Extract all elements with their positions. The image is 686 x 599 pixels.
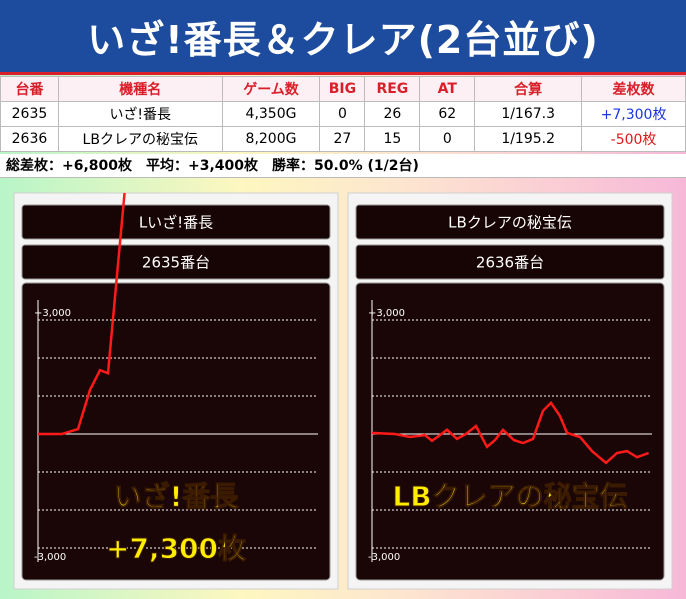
column-header: 台番 [0,76,59,102]
column-header: 差枚数 [581,76,686,102]
table-cell: +7,300枚 [581,101,686,127]
column-header: BIG [319,76,366,102]
table-cell: 26 [364,101,421,127]
header-row: 台番 機種名 ゲーム数 BIG REG AT 合算 差枚数 [0,76,686,102]
chart-title: LBクレアの秘宝伝 [448,214,572,232]
chart-title-bar [21,204,331,240]
annotation: +7,300枚 [106,532,246,565]
column-header: ゲーム数 [221,76,321,102]
table-cell: 27 [319,126,366,152]
table-cell: -500枚 [581,126,686,152]
annotation: いざ!番長 [114,480,240,513]
data-line [38,193,126,436]
plot-area [355,282,665,581]
column-header: AT [419,76,476,102]
chart-title-bar [355,204,665,240]
data-table: 台番 機種名 ゲーム数 BIG REG AT 合算 差枚数 2635 いざ!番長 4,350G 0 2… [0,76,686,152]
chart-title: Lいざ!番長 [139,214,213,232]
data-row: 2635 いざ!番長 4,350G 0 26 62 1/167.3 +7,300枚 [0,101,686,127]
data-line [371,400,650,465]
table-cell: 2635 [0,101,59,127]
page-title: いざ!番長＆クレア(2台並び) [0,0,686,75]
data-row: 2636 LBクレアの秘宝伝 8,200G 27 15 0 1/195.2 -500枚 [0,126,686,152]
chart-subtitle-bar [355,244,665,280]
column-header: 機種名 [57,76,223,102]
chart-subtitle-bar [21,244,331,280]
table-cell: 4,350G [221,101,321,127]
plot-area [21,282,331,581]
annotation: LBクレアの秘宝伝 [392,480,627,513]
chart-subtitle: 2635番台 [142,254,210,272]
y-tick-label: -3,000 [368,552,400,563]
column-header: REG [364,76,421,102]
y-tick-label: +3,000 [34,308,71,319]
column-header: 合算 [474,76,583,102]
y-tick-label: -3,000 [34,552,66,563]
table-cell: 15 [364,126,421,152]
table-cell: 2636 [0,126,59,152]
table-cell: 1/167.3 [474,101,583,127]
table-cell: 0 [419,126,476,152]
summary: 総差枚：+6,800枚 平均：+3,400枚 勝率：50.0% (1/2台) [0,154,686,178]
table-cell: 8,200G [221,126,321,152]
table-cell: LBクレアの秘宝伝 [57,126,223,152]
y-tick-label: +3,000 [368,308,405,319]
chart-subtitle: 2636番台 [476,254,544,272]
